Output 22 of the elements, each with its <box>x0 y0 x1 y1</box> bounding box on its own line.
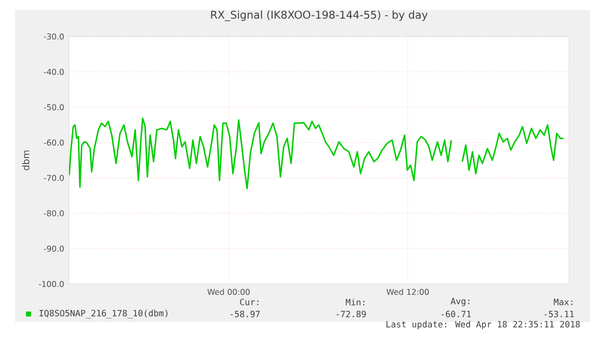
y-tick-label: -50.0 <box>44 104 64 110</box>
text: Last update: Wed Apr 18 22:35:11 2018 <box>386 320 580 330</box>
text: -53.11 <box>544 310 574 318</box>
text: -60.71 <box>442 310 471 318</box>
x-tick-label: Wed 00:00 <box>207 288 250 295</box>
text: Max: <box>554 298 572 306</box>
text: Cur: <box>240 298 258 306</box>
y-tick-label: -60.0 <box>44 140 64 146</box>
chart-title: RX_Signal (IK8XOO-198-144-55) - by day <box>211 10 428 22</box>
y-tick-label: -70.0 <box>44 174 64 181</box>
text: -72.89 <box>336 310 366 318</box>
text: -58.97 <box>230 310 260 318</box>
y-tick-label: -30.0 <box>44 33 64 40</box>
y-tick-label: -100.0 <box>38 280 64 288</box>
x-tick-label: Wed 12:00 <box>386 288 429 295</box>
text: Avg: <box>450 298 470 306</box>
text: Min: <box>346 298 364 306</box>
y-tick-label: -90.0 <box>44 246 64 252</box>
legend-label: IQ8SO5NAP_216_178_10(dbm) <box>40 310 168 318</box>
y-tick-label: -40.0 <box>44 68 64 75</box>
y-axis-title: dbm <box>22 150 30 170</box>
y-tick-label: -80.0 <box>44 210 64 216</box>
